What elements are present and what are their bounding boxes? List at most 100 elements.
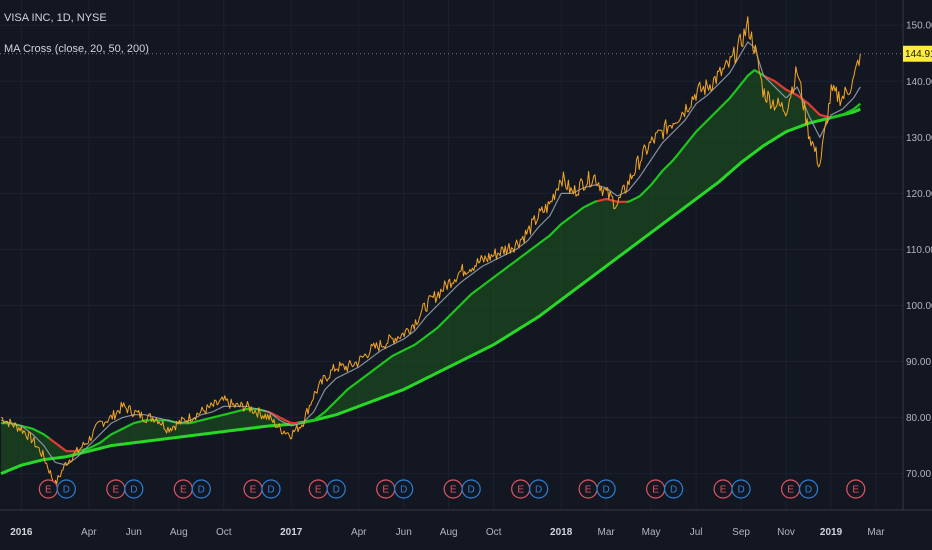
time-tick-label: Jun (126, 527, 142, 538)
price-tick-label: 130.00 (906, 133, 932, 144)
svg-text:D: D (333, 485, 340, 496)
price-tick-label: 110.00 (906, 245, 932, 256)
earnings-marker[interactable]: E (713, 479, 733, 499)
time-tick-label: Aug (440, 527, 458, 538)
svg-text:D: D (400, 485, 407, 496)
svg-text:E: E (382, 485, 389, 496)
last-price-badge-bg (903, 45, 932, 62)
price-tick-label: 100.00 (906, 301, 932, 312)
svg-text:E: E (720, 485, 727, 496)
svg-text:E: E (250, 485, 257, 496)
dividend-marker[interactable]: D (326, 479, 346, 499)
dividend-marker[interactable]: D (124, 479, 144, 499)
svg-text:E: E (585, 485, 592, 496)
earnings-marker[interactable]: E (646, 479, 666, 499)
earnings-marker[interactable]: E (443, 479, 463, 499)
chart-title: VISA INC, 1D, NYSE (4, 12, 107, 24)
ma-fill-area (1, 70, 861, 474)
earnings-marker[interactable]: E (38, 479, 58, 499)
svg-text:E: E (652, 485, 659, 496)
svg-text:D: D (267, 485, 274, 496)
svg-text:D: D (535, 485, 542, 496)
time-tick-label: Jun (396, 527, 412, 538)
time-tick-label: Jul (690, 527, 703, 538)
dividend-marker[interactable]: D (731, 479, 751, 499)
earnings-marker[interactable]: E (376, 479, 396, 499)
dividend-marker[interactable]: D (798, 479, 819, 499)
time-tick-label: Oct (216, 527, 232, 538)
price-tick-label: 80.00 (906, 413, 931, 424)
dividend-marker[interactable]: D (394, 479, 414, 499)
time-tick-label: 2017 (280, 527, 303, 538)
dividend-marker[interactable]: D (261, 479, 281, 499)
price-axis: 70.00 80.00 90.00 100.00 110.00 120.00 130.00 1… (906, 21, 932, 480)
dividend-marker[interactable]: D (529, 479, 549, 499)
earnings-marker[interactable]: E (308, 479, 328, 499)
svg-text:D: D (130, 485, 137, 496)
earnings-marker[interactable]: E (780, 479, 801, 499)
dividend-marker[interactable]: D (596, 479, 616, 499)
svg-text:E: E (315, 485, 322, 496)
svg-text:D: D (670, 485, 677, 496)
svg-text:D: D (737, 485, 744, 496)
series-layer (0, 16, 861, 487)
price-tick-label: 70.00 (906, 469, 931, 480)
ma50-line-up (626, 69, 765, 203)
ma50-line-up (298, 200, 598, 425)
earnings-marker[interactable]: E (578, 479, 598, 499)
earnings-marker[interactable]: E (511, 479, 531, 499)
time-tick-label: 2019 (820, 527, 843, 538)
svg-text:D: D (805, 485, 812, 496)
time-tick-label: Aug (170, 527, 188, 538)
svg-text:E: E (450, 485, 457, 496)
svg-text:D: D (63, 485, 70, 496)
svg-text:E: E (787, 485, 794, 496)
earnings-marker[interactable]: E (106, 479, 126, 499)
indicator-legend[interactable]: MA Cross (close, 20, 50, 200) (4, 43, 149, 55)
time-tick-label: Nov (777, 527, 795, 538)
time-tick-label: 2018 (550, 527, 573, 538)
grid (0, 0, 903, 510)
time-tick-label: 2016 (10, 527, 33, 538)
earnings-marker[interactable]: E (846, 479, 866, 499)
price-scale-panel[interactable] (903, 0, 932, 510)
svg-text:E: E (517, 485, 524, 496)
svg-text:E: E (180, 485, 187, 496)
ma50-line-down (597, 197, 627, 203)
dividend-marker[interactable]: D (191, 479, 211, 499)
time-tick-label: Apr (351, 527, 367, 538)
svg-text:E: E (112, 485, 119, 496)
dividend-marker[interactable]: D (56, 479, 76, 499)
time-scale-panel[interactable] (0, 510, 932, 550)
time-tick-label: Sep (732, 527, 750, 538)
svg-text:D: D (198, 485, 205, 496)
svg-text:D: D (468, 485, 475, 496)
time-tick-label: Mar (867, 527, 885, 538)
ma200-line (0, 107, 861, 475)
earnings-marker[interactable]: E (173, 479, 193, 499)
last-price-badge: 144.91 (903, 45, 932, 62)
ma50-line-down (763, 75, 831, 119)
time-tick-label: Apr (81, 527, 97, 538)
price-line (1, 16, 861, 487)
price-tick-label: 120.00 (906, 189, 932, 200)
dividend-marker[interactable]: D (461, 479, 481, 499)
price-tick-label: 90.00 (906, 357, 931, 368)
svg-text:E: E (852, 485, 859, 496)
time-axis: 2016 Apr Jun Aug Oct 2017 Apr Jun Aug Oct 2018 Mar M… (10, 527, 885, 538)
svg-text:D: D (603, 485, 610, 496)
price-tick-label: 140.00 (906, 77, 932, 88)
time-tick-label: Mar (598, 527, 616, 538)
earnings-marker[interactable]: E (243, 479, 263, 499)
time-tick-label: May (642, 527, 661, 538)
ma50-line-up (829, 102, 861, 119)
svg-text:E: E (45, 485, 52, 496)
time-tick-label: Oct (486, 527, 502, 538)
dividend-marker[interactable]: D (663, 479, 684, 499)
ma20-line (0, 41, 861, 466)
last-price-label: 144.91 (905, 49, 932, 60)
ma50-ma200-fill (1, 70, 861, 474)
price-tick-label: 150.00 (906, 21, 932, 32)
